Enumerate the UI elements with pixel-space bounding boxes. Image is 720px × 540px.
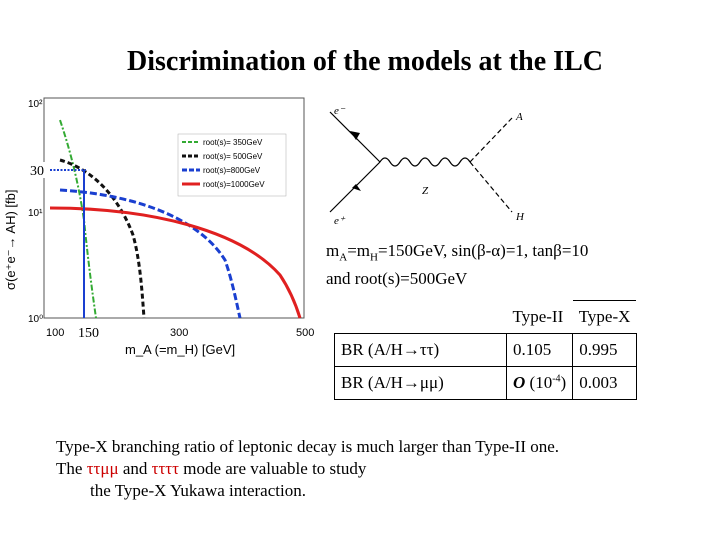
z-propagator bbox=[379, 157, 471, 167]
branching-ratio-table: Type-II Type-X BR (A/H→ττ) 0.105 0.995 B… bbox=[334, 300, 637, 400]
legend-label: root(s)= 350GeV bbox=[203, 138, 263, 147]
y-tick-label: 10⁰ bbox=[28, 314, 43, 325]
conclusion-text: Type-X branching ratio of leptonic decay… bbox=[56, 437, 560, 500]
y-axis-label: σ(e⁺e⁻→ AH) [fb] bbox=[3, 190, 18, 291]
marker-30-label: 30 bbox=[30, 164, 44, 179]
legend-label: root(s)= 500GeV bbox=[203, 152, 263, 161]
legend-label: root(s)=1000GeV bbox=[203, 180, 265, 189]
label-e-minus: e⁻ bbox=[334, 105, 346, 117]
feynman-diagram: e⁻ e⁺ Z A H bbox=[329, 105, 525, 227]
curve-500gev bbox=[59, 158, 146, 319]
label-a: A bbox=[515, 111, 523, 123]
parameter-text: mA=mH=150GeV, sin(β-α)=1, tanβ=10 and ro… bbox=[326, 241, 589, 289]
x-tick-label: 100 bbox=[46, 327, 64, 339]
curve-800gev bbox=[59, 188, 242, 319]
label-e-plus: e⁺ bbox=[334, 215, 346, 227]
x-tick-label: 500 bbox=[296, 327, 314, 339]
y-tick-label: 10¹ bbox=[28, 208, 43, 219]
y-tick-label: 10² bbox=[28, 99, 43, 110]
marker-150-label: 150 bbox=[78, 326, 99, 341]
table-row: BR (A/H→μμ) O (10-4) 0.003 bbox=[334, 366, 637, 400]
legend-label: root(s)=800GeV bbox=[203, 166, 261, 175]
x-axis-label: m_A (=m_H) [GeV] bbox=[125, 342, 235, 357]
table-header-row: Type-II Type-X bbox=[335, 300, 637, 334]
table-row: BR (A/H→ττ) 0.105 0.995 bbox=[334, 333, 637, 367]
header-type-x: Type-X bbox=[572, 300, 637, 334]
cross-section-plot: σ(e⁺e⁻→ AH) [fb] 10² 10¹ 10⁰ 100 300 500… bbox=[3, 97, 314, 357]
legend-box bbox=[177, 133, 287, 197]
slide-title: Discrimination of the models at the ILC bbox=[127, 46, 603, 77]
x-tick-label: 300 bbox=[170, 327, 188, 339]
label-z: Z bbox=[422, 185, 429, 197]
header-type-ii: Type-II bbox=[512, 306, 564, 326]
label-h: H bbox=[515, 211, 525, 223]
curve-350gev bbox=[59, 119, 97, 319]
curve-1000gev bbox=[49, 206, 302, 319]
